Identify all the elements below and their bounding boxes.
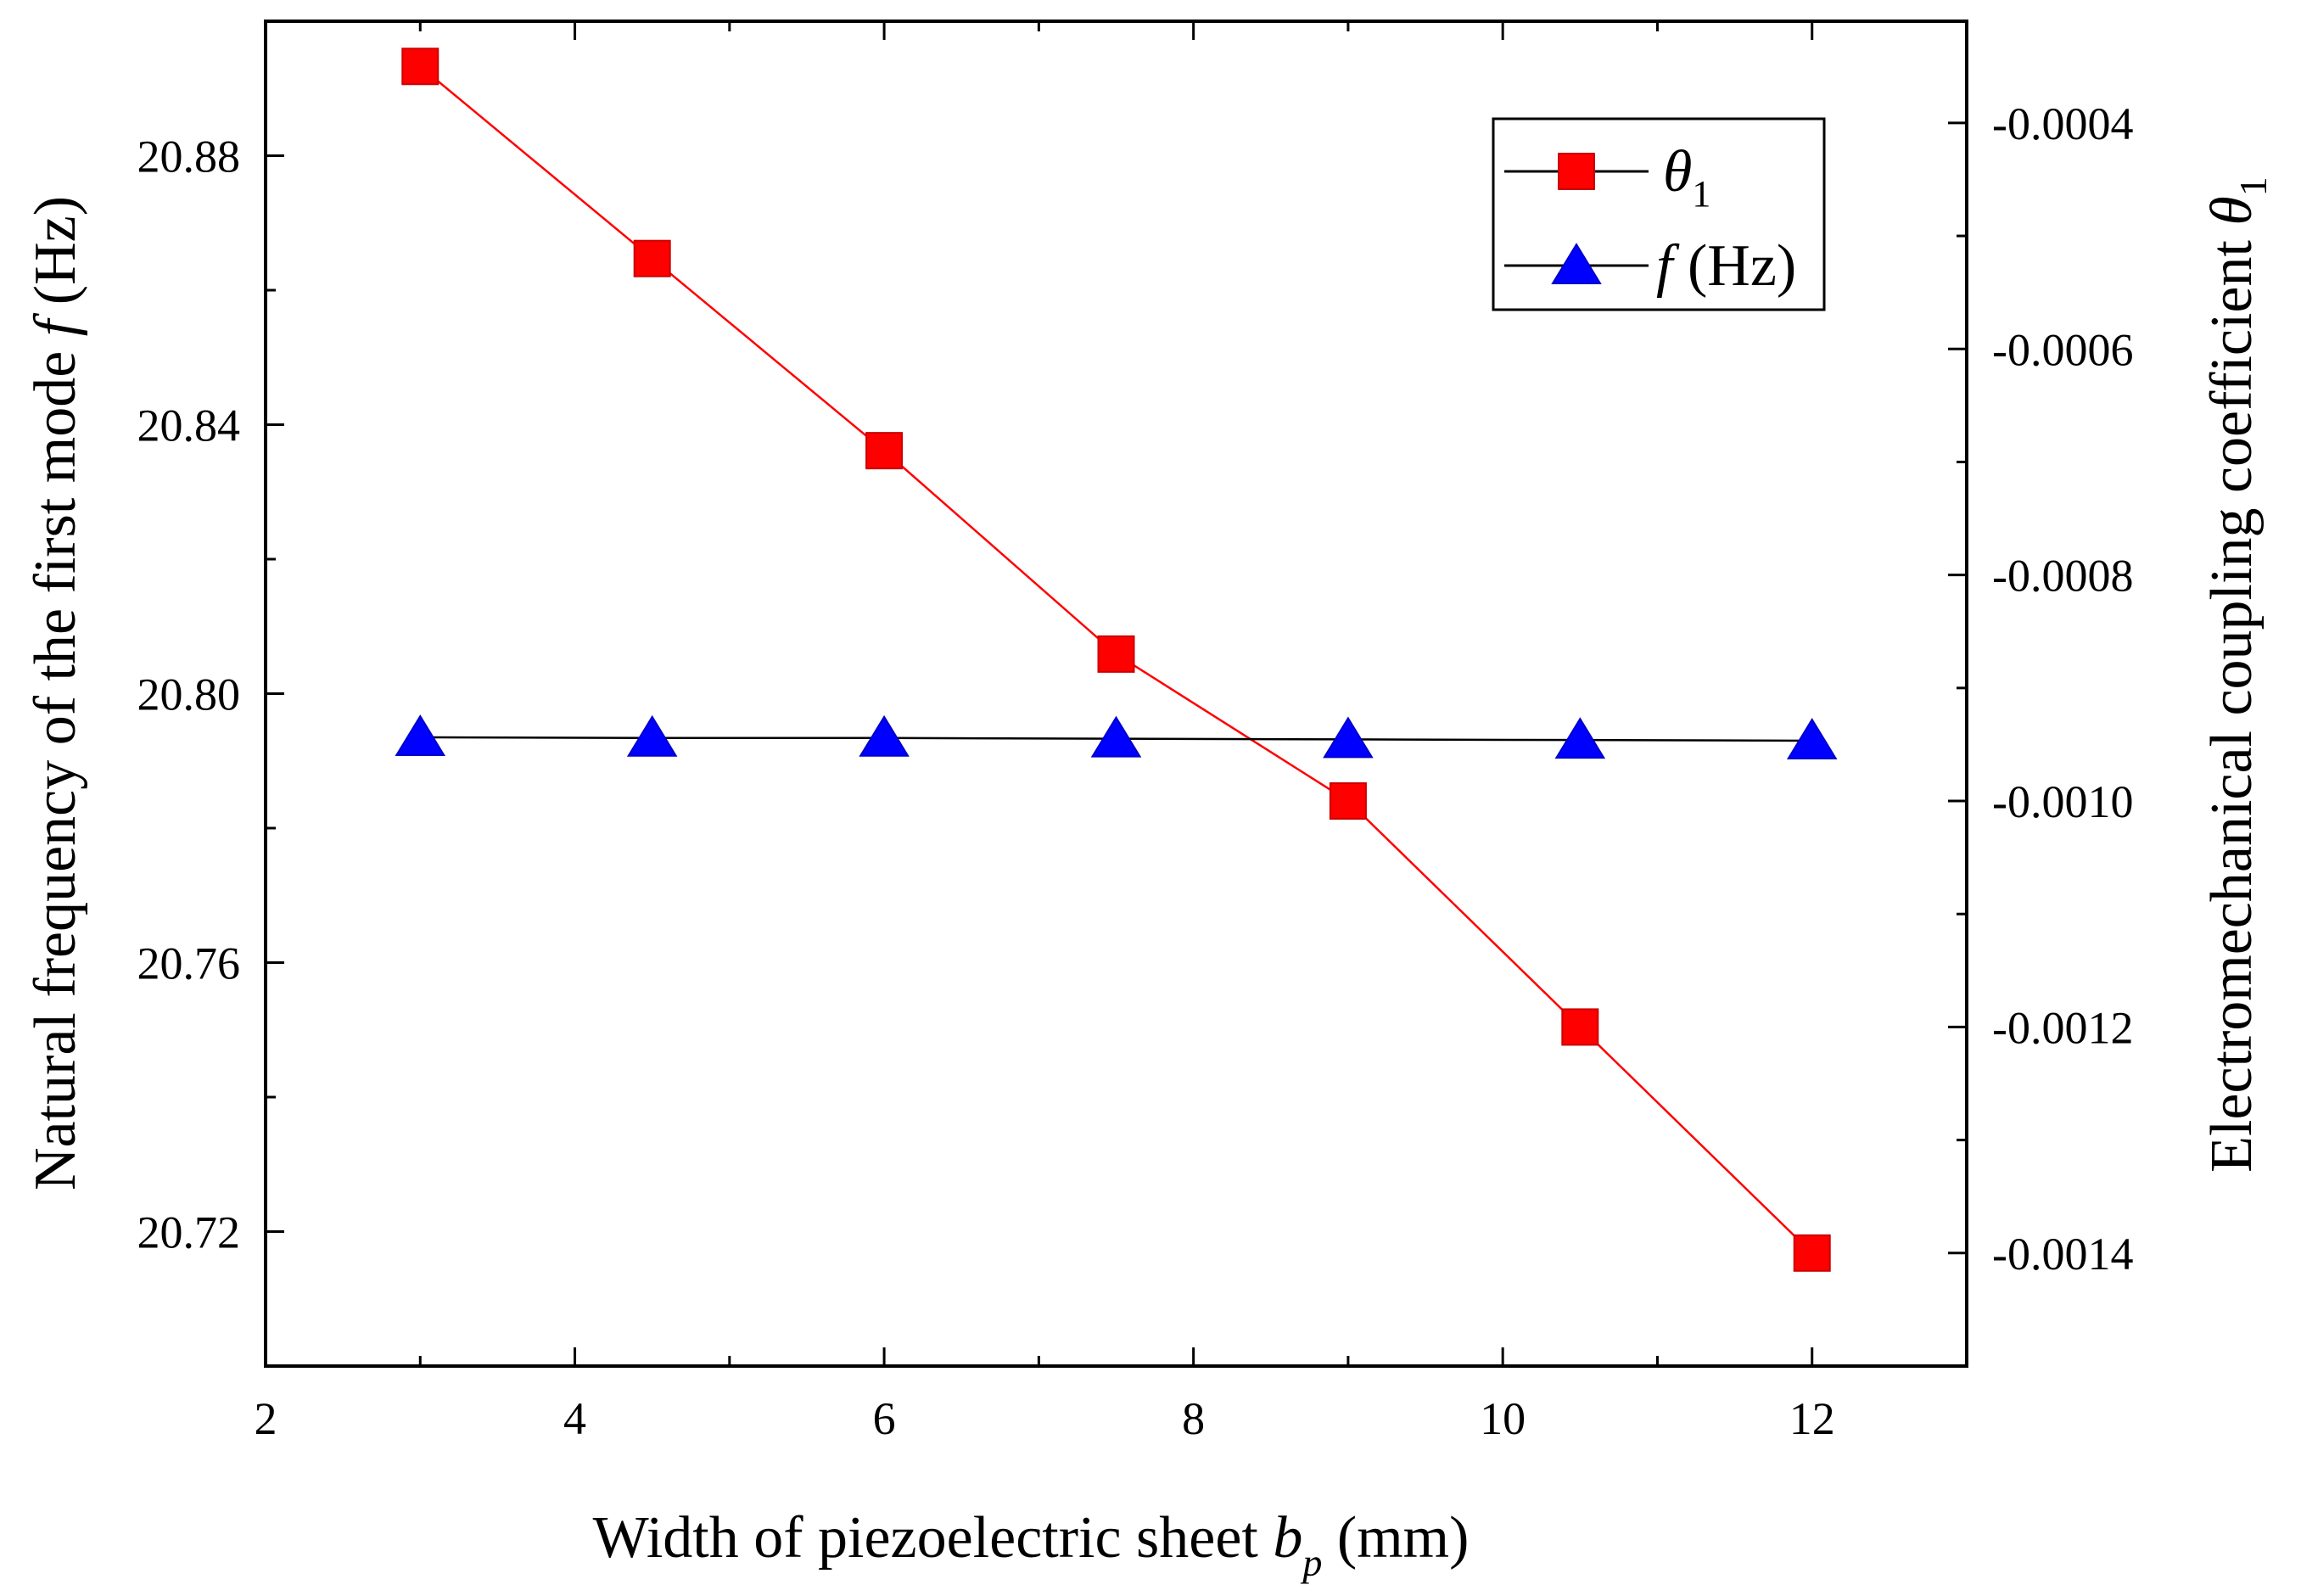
x-tick-label: 8 [1182, 1393, 1205, 1444]
x-tick-label: 2 [255, 1393, 277, 1444]
y-right-tick-label: -0.0004 [1992, 98, 2133, 149]
x-axis-label: Width of piezoelectric sheet bp (mm) [593, 1505, 1470, 1584]
x-tick-label: 10 [1480, 1393, 1526, 1444]
y-right-tick-label: -0.0010 [1992, 776, 2133, 827]
legend-label-f: f (Hz) [1656, 233, 1796, 299]
y-left-tick-label: 20.88 [137, 132, 241, 182]
data-point-f [1323, 716, 1374, 759]
legend: θ1 f (Hz) [1492, 117, 1826, 311]
data-point-theta [401, 48, 439, 86]
series-layer [395, 48, 1838, 1272]
y-right-tick-label: -0.0006 [1992, 324, 2133, 375]
data-point-f [1090, 715, 1142, 758]
y-axis-right: -0.0004 -0.0006 -0.0008 -0.0010 -0.0012 -0.00… [1948, 98, 2133, 1368]
y-right-tick-label: -0.0014 [1992, 1229, 2133, 1280]
legend-marker-theta [1558, 153, 1595, 190]
x-tick-label: 6 [873, 1393, 896, 1444]
x-tick-label: 12 [1789, 1393, 1835, 1444]
y-axis-right-label: Electromechanical coupling coefficient θ… [2199, 176, 2275, 1173]
legend-marker-f [1551, 243, 1602, 284]
y-left-tick-label: 20.76 [137, 938, 241, 989]
data-point-f [859, 714, 910, 757]
y-axis-left: 20.72 20.76 20.80 20.84 20.88 [137, 20, 284, 1258]
y-left-tick-label: 20.72 [137, 1207, 241, 1258]
x-tick-label: 4 [563, 1393, 586, 1444]
y-left-tick-label: 20.80 [137, 669, 241, 720]
y-axis-left-label: Natural frequency of the first mode f (H… [23, 196, 88, 1190]
y-left-tick-label: 20.84 [137, 400, 241, 451]
data-point-theta [1561, 1008, 1599, 1046]
data-point-f [626, 714, 678, 757]
data-point-theta [633, 239, 671, 277]
x-axis: 2 4 6 8 10 12 [255, 21, 1835, 1444]
data-point-f [395, 714, 446, 757]
y-right-tick-label: -0.0012 [1992, 1002, 2133, 1053]
data-point-f [1554, 717, 1606, 759]
legend-label-theta: θ1 [1663, 139, 1710, 215]
legend-box [1492, 117, 1826, 311]
data-point-theta [1329, 782, 1367, 820]
data-point-theta [1793, 1234, 1831, 1272]
data-point-f [1786, 718, 1838, 759]
data-point-theta [1097, 635, 1135, 673]
y-right-tick-label: -0.0008 [1992, 551, 2133, 602]
data-point-theta [865, 432, 904, 470]
